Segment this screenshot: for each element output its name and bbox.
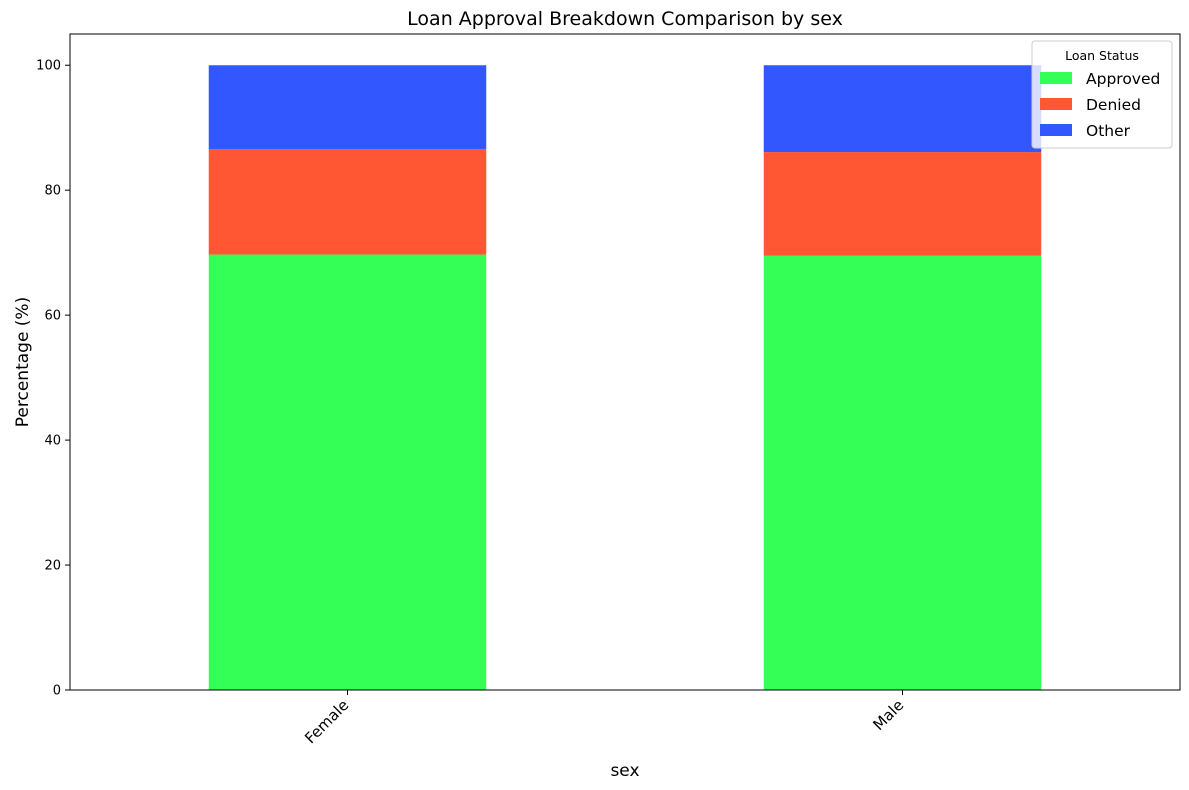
x-axis-label: sex — [610, 761, 639, 781]
x-tick-label-female: Female — [301, 696, 352, 747]
bar-male-approved — [763, 255, 1042, 691]
bar-female-other — [208, 65, 487, 149]
x-axis: Female Male — [301, 690, 907, 747]
y-tick-label: 100 — [36, 59, 61, 74]
legend-swatch-other — [1040, 124, 1072, 136]
legend-swatch-approved — [1040, 72, 1072, 84]
legend-swatch-denied — [1040, 98, 1072, 110]
legend-items: Approved Denied Other — [1040, 70, 1160, 140]
bar-female-denied — [208, 148, 487, 255]
y-tick-label: 40 — [44, 434, 61, 449]
legend-label-denied: Denied — [1086, 96, 1141, 114]
legend-label-approved: Approved — [1086, 70, 1160, 88]
y-tick-label: 60 — [44, 309, 61, 324]
y-axis-label: Percentage (%) — [13, 297, 33, 427]
bar-male-denied — [763, 152, 1042, 256]
chart-title: Loan Approval Breakdown Comparison by se… — [407, 8, 843, 30]
plot-frame — [69, 33, 1181, 691]
y-axis: 0 20 40 60 80 100 — [36, 59, 70, 699]
legend-box — [1031, 40, 1173, 149]
y-tick-label: 0 — [53, 684, 61, 699]
legend: Loan Status Approved Denied Other — [1031, 40, 1173, 149]
y-tick-label: 20 — [44, 559, 61, 574]
legend-title: Loan Status — [1065, 48, 1139, 63]
bar-male-other — [763, 65, 1042, 153]
bar-female-approved — [208, 254, 487, 691]
x-tick-label-male: Male — [869, 696, 907, 734]
y-tick-label: 80 — [44, 184, 61, 199]
legend-label-other: Other — [1086, 122, 1131, 140]
bars-group — [208, 65, 1042, 691]
